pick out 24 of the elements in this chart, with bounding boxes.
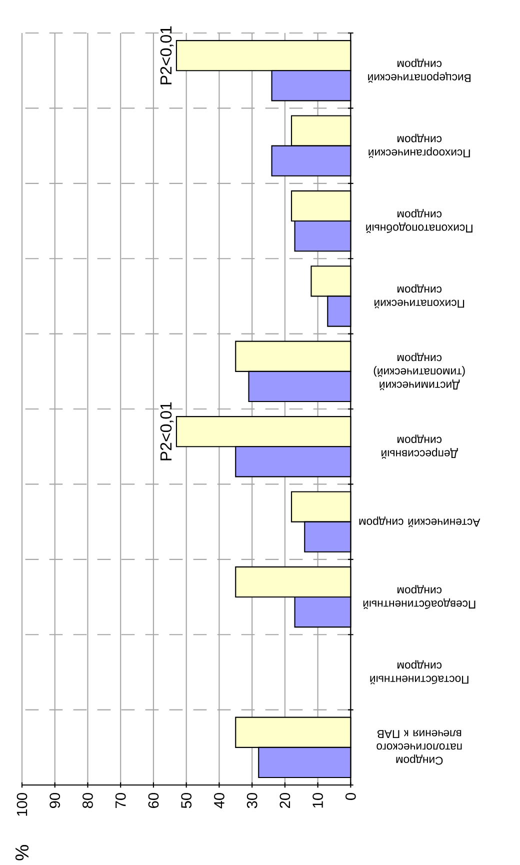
y-tick-label: Астенический синдром bbox=[359, 516, 480, 528]
x-tick-label: 50 bbox=[181, 792, 192, 808]
x-tick-label: 70 bbox=[115, 792, 126, 808]
x-tick-label: 60 bbox=[148, 792, 159, 808]
y-tick-label: Синдром патологического влечения к ПАВ bbox=[376, 730, 462, 765]
y-tick-label: Психопатический синдром bbox=[374, 284, 464, 308]
y-tick-label: Дистимический (тимопатический) синдром bbox=[374, 352, 465, 390]
y-tick-label: Постабстинентный синдром bbox=[370, 660, 468, 684]
text: % bbox=[15, 845, 29, 860]
x-tick-label: 0 bbox=[345, 792, 356, 800]
y-tick-label: Депрессивный синдром bbox=[382, 434, 458, 459]
y-tick-label: Психоорганический синдром bbox=[368, 134, 470, 158]
x-tick-label: 20 bbox=[280, 792, 290, 808]
annotation: P2<0,01 bbox=[160, 26, 174, 84]
annotation: P2<0,01 bbox=[160, 402, 174, 460]
x-tick-label: 90 bbox=[50, 792, 60, 808]
x-tick-label: 80 bbox=[82, 792, 93, 808]
x-tick-label: 40 bbox=[214, 792, 224, 808]
x-tick-label: 30 bbox=[246, 792, 258, 808]
y-tick-label: Псевдоабстинентный синдром bbox=[363, 584, 476, 610]
x-tick-label: 100 bbox=[16, 792, 28, 816]
y-tick-label: Психопатоподобный синдром bbox=[366, 208, 472, 234]
y-tick-label: Висцеропатический синдром bbox=[368, 58, 470, 83]
x-tick-label: 10 bbox=[312, 792, 323, 808]
